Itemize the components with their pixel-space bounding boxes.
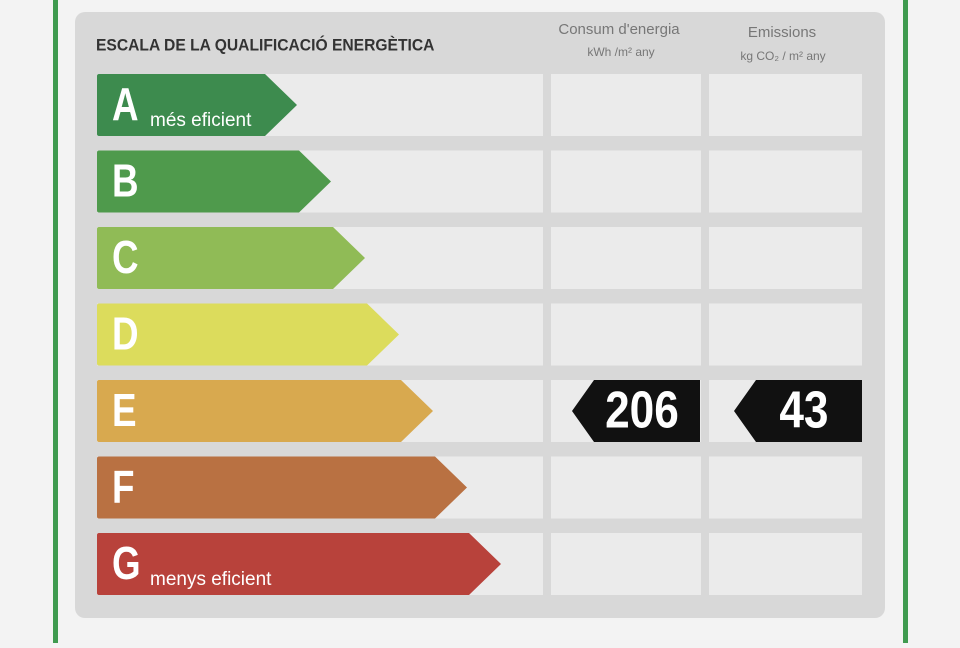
value: 206: [605, 381, 679, 439]
rating-letter: E: [112, 384, 137, 436]
rating-arrow: [97, 303, 399, 366]
cell: [551, 456, 701, 519]
column-unit: kWh /m² any: [587, 45, 654, 59]
cell: [709, 150, 862, 213]
cell: [551, 150, 701, 213]
rating-arrow: [97, 533, 501, 595]
column-title: Consum d'energia: [558, 21, 680, 38]
rating-arrow: [97, 150, 331, 213]
cell: [551, 74, 701, 136]
rating-label: més eficient: [150, 110, 252, 131]
rating-letter: F: [112, 461, 134, 513]
rating-letter: D: [112, 308, 139, 360]
rating-label: menys eficient: [150, 569, 272, 590]
rating-arrow: [97, 74, 297, 136]
cell: [551, 533, 701, 595]
cell: [551, 303, 701, 366]
title: ESCALA DE LA QUALIFICACIÓ ENERGÈTICA: [96, 35, 435, 55]
rating-letter: A: [112, 78, 139, 130]
cell: [709, 456, 862, 519]
rating-letter: C: [112, 231, 139, 283]
column-title: Emissions: [748, 24, 816, 41]
cell: [551, 227, 701, 289]
cell: [709, 227, 862, 289]
cell: [709, 74, 862, 136]
cell: [709, 303, 862, 366]
cell: [709, 533, 862, 595]
rating-letter: G: [112, 537, 141, 589]
border: [903, 0, 908, 643]
value-badge: [734, 380, 862, 442]
rating-arrow: [97, 227, 365, 289]
border: [53, 0, 58, 643]
rating-arrow: [97, 456, 467, 519]
value-badge: [572, 380, 700, 442]
column-unit: kg CO₂ / m² any: [740, 49, 825, 63]
rating-letter: B: [112, 155, 139, 207]
value: 43: [779, 381, 828, 439]
rating-arrow: [97, 380, 433, 442]
